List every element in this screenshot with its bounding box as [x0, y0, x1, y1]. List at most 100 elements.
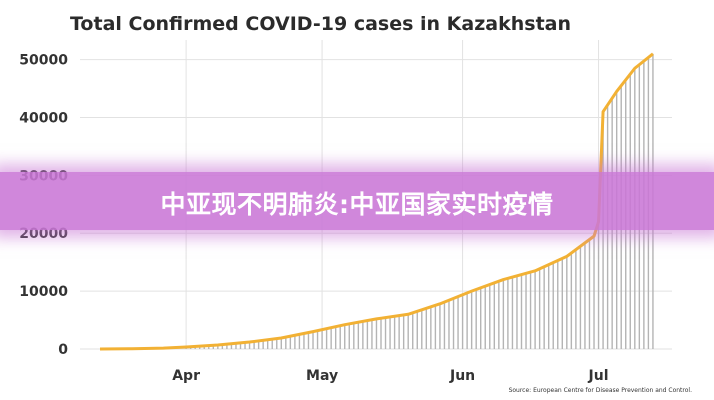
bar — [430, 306, 432, 349]
bar — [257, 340, 260, 349]
bar — [566, 256, 568, 349]
bar — [344, 324, 346, 349]
bar — [525, 273, 527, 349]
bar — [389, 316, 391, 349]
bar — [484, 286, 486, 349]
bar — [226, 344, 228, 349]
bar — [330, 327, 332, 349]
bar — [534, 270, 536, 349]
bar — [452, 298, 455, 349]
bar — [289, 336, 292, 349]
bar — [375, 318, 378, 349]
bar — [529, 272, 532, 349]
bar — [384, 317, 387, 349]
x-tick-label: May — [306, 368, 338, 384]
bar — [407, 314, 409, 349]
x-axis: Apr May Jun Jul — [172, 368, 608, 384]
bar — [212, 345, 215, 349]
bar — [203, 345, 205, 349]
bar — [321, 329, 323, 349]
bar — [298, 334, 301, 349]
bar — [371, 319, 373, 349]
bar — [547, 264, 550, 349]
chart-source: Source: European Centre for Disease Prev… — [509, 387, 693, 394]
bar — [575, 249, 577, 349]
bar — [285, 337, 287, 349]
bar — [412, 312, 414, 349]
bar — [425, 308, 428, 349]
bar — [380, 318, 382, 349]
bar — [393, 316, 396, 349]
x-tick-label: Jul — [588, 368, 609, 384]
y-tick-label: 50000 — [19, 53, 68, 69]
bar — [579, 246, 582, 349]
bar — [516, 275, 518, 349]
y-tick-label: 40000 — [19, 110, 68, 126]
bar — [552, 262, 554, 349]
bar — [362, 321, 364, 349]
bar — [276, 338, 278, 349]
bar — [489, 284, 491, 349]
bar — [325, 328, 328, 349]
bar — [312, 331, 314, 349]
bar — [316, 330, 319, 349]
bar — [421, 309, 423, 349]
bar — [348, 323, 350, 349]
bar — [398, 315, 400, 349]
bar — [470, 291, 473, 349]
bar — [584, 242, 586, 349]
bar — [480, 287, 482, 349]
bar — [253, 341, 255, 349]
x-tick-label: Jun — [449, 368, 475, 384]
overlay-banner: 中亚现不明肺炎:中亚国家实时疫情 — [0, 172, 714, 230]
bar — [593, 236, 595, 350]
bar — [248, 342, 251, 349]
y-tick-label: 20000 — [19, 226, 68, 242]
bar — [439, 303, 441, 349]
bar — [280, 338, 282, 349]
bar — [520, 274, 523, 349]
bar — [239, 342, 242, 349]
y-tick-label: 10000 — [19, 284, 68, 300]
bar — [461, 294, 464, 349]
bar — [538, 268, 541, 349]
chart-title: Total Confirmed COVID-19 cases in Kazakh… — [70, 13, 571, 35]
bar — [353, 323, 355, 349]
bar — [271, 339, 273, 349]
bar — [543, 266, 545, 349]
bar — [208, 345, 210, 349]
bar — [602, 111, 604, 349]
bar — [434, 305, 437, 349]
bar — [466, 292, 468, 349]
bar — [498, 281, 500, 349]
bar — [557, 260, 559, 349]
banner-text: 中亚现不明肺炎:中亚国家实时疫情 — [160, 190, 554, 219]
bar — [597, 221, 600, 349]
bar — [475, 289, 477, 349]
bar — [402, 314, 405, 349]
bar — [221, 344, 224, 349]
bar — [507, 278, 509, 349]
bar — [339, 325, 341, 349]
bar — [416, 311, 418, 349]
bar — [303, 333, 305, 349]
bar — [262, 340, 264, 349]
bar — [443, 302, 446, 349]
bar — [235, 343, 237, 349]
bar — [502, 279, 505, 349]
bar — [266, 339, 269, 349]
y-tick-label: 0 — [58, 342, 68, 358]
bar — [366, 320, 369, 349]
bar — [588, 239, 591, 349]
bar — [448, 300, 450, 349]
bar — [244, 342, 246, 349]
bar — [334, 326, 337, 349]
bar — [294, 335, 296, 349]
bar — [511, 277, 514, 349]
bar — [493, 282, 496, 349]
bar — [307, 332, 310, 349]
bar — [217, 344, 219, 349]
series-line — [99, 52, 654, 351]
bar — [570, 253, 573, 349]
bar — [230, 343, 233, 349]
